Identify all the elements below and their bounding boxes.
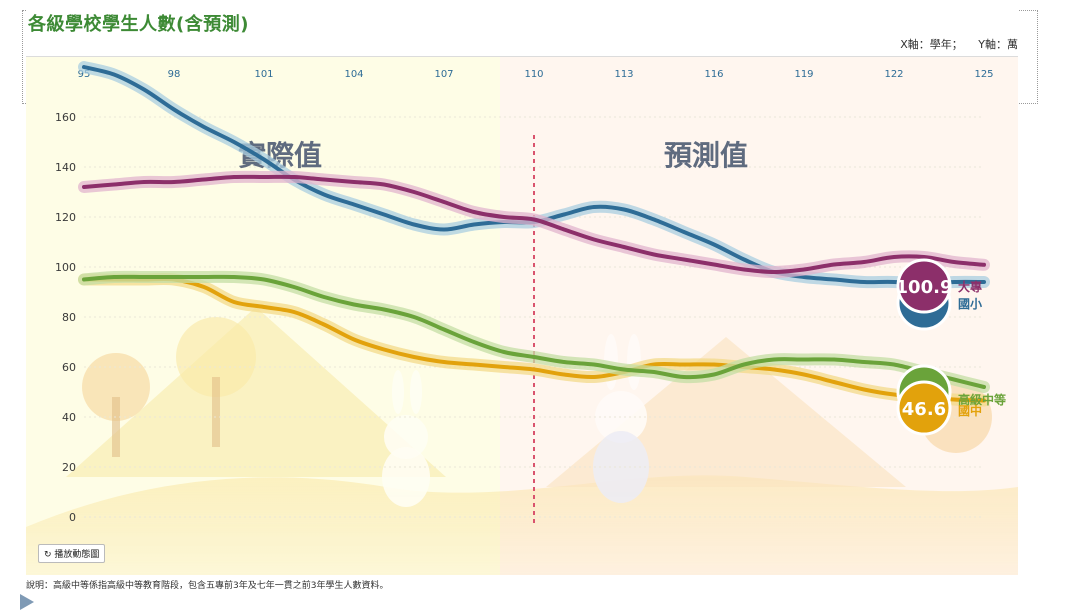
y-tick-label: 60: [62, 361, 76, 374]
axis-legend: X軸：學年； Y軸：萬: [888, 36, 1018, 52]
forecast-region-label: 預測值: [664, 139, 748, 172]
y-tick-label: 160: [55, 111, 76, 124]
y-axis-legend: Y軸：萬: [978, 38, 1018, 51]
x-tick-label: 98: [168, 69, 181, 80]
series-label-senior-high: 高級中等: [958, 392, 1006, 407]
plot-area: 0 20 40 60 80 100 120 140 160 95 98 101 104 107 110 11…: [26, 56, 1018, 575]
line-chart: 0 20 40 60 80 100 120 140 160 95 98 101 104 107 110 11…: [26, 57, 1018, 575]
series-label-junior-high: 國中: [958, 403, 982, 418]
series-label-daz: 大專: [958, 279, 982, 294]
footnote: 說明：高級中等係指高級中等教育階段，包含五專前3年及七年一貫之前3年學生人數資料…: [26, 581, 389, 591]
x-tick-label: 104: [344, 69, 363, 80]
y-tick-label: 80: [62, 311, 76, 324]
x-tick-label: 113: [614, 69, 633, 80]
y-tick-label: 0: [69, 511, 76, 524]
x-tick-label: 122: [884, 69, 903, 80]
end-badge-bottom-group: 46.6: [896, 364, 952, 436]
end-badge-bottom-value: 46.6: [902, 399, 946, 420]
x-tick-label: 95: [78, 69, 91, 80]
x-tick-label: 107: [434, 69, 453, 80]
series-label-elementary: 國小: [958, 296, 982, 311]
end-badge-top-group: 100.9: [896, 258, 953, 331]
chart-title: 各級學校學生人數(含預測): [28, 14, 249, 35]
x-tick-label: 125: [974, 69, 993, 80]
x-axis-legend: X軸：學年；: [900, 38, 963, 51]
x-tick-label: 110: [524, 69, 543, 80]
replay-label: 播放動態圖: [54, 550, 100, 560]
y-tick-labels: 0 20 40 60 80 100 120 140 160: [55, 111, 76, 524]
y-tick-label: 100: [55, 261, 76, 274]
chart-panel: 各級學校學生人數(含預測) X軸：學年； Y軸：萬: [26, 4, 1018, 592]
x-tick-labels: 95 98 101 104 107 110 113 116 119 122 125: [78, 69, 994, 80]
x-tick-label: 116: [704, 69, 723, 80]
series-line-1: [82, 174, 986, 275]
x-tick-label: 101: [254, 69, 273, 80]
play-icon[interactable]: [20, 594, 34, 610]
x-tick-label: 119: [794, 69, 813, 80]
series-lines: [78, 61, 990, 407]
end-badge-purple: [896, 258, 952, 314]
end-badge-top-value: 100.9: [896, 277, 953, 298]
replay-button[interactable]: ↻ 播放動態圖: [38, 544, 106, 563]
y-tick-label: 140: [55, 161, 76, 174]
y-tick-label: 120: [55, 211, 76, 224]
background-illustration: [26, 307, 1018, 575]
y-tick-label: 20: [62, 461, 76, 474]
series-line-3: [82, 274, 986, 389]
series-line-2: [82, 276, 986, 403]
y-tick-label: 40: [62, 411, 76, 424]
replay-icon: ↻: [44, 550, 52, 560]
end-badge-yellow: [896, 380, 952, 436]
